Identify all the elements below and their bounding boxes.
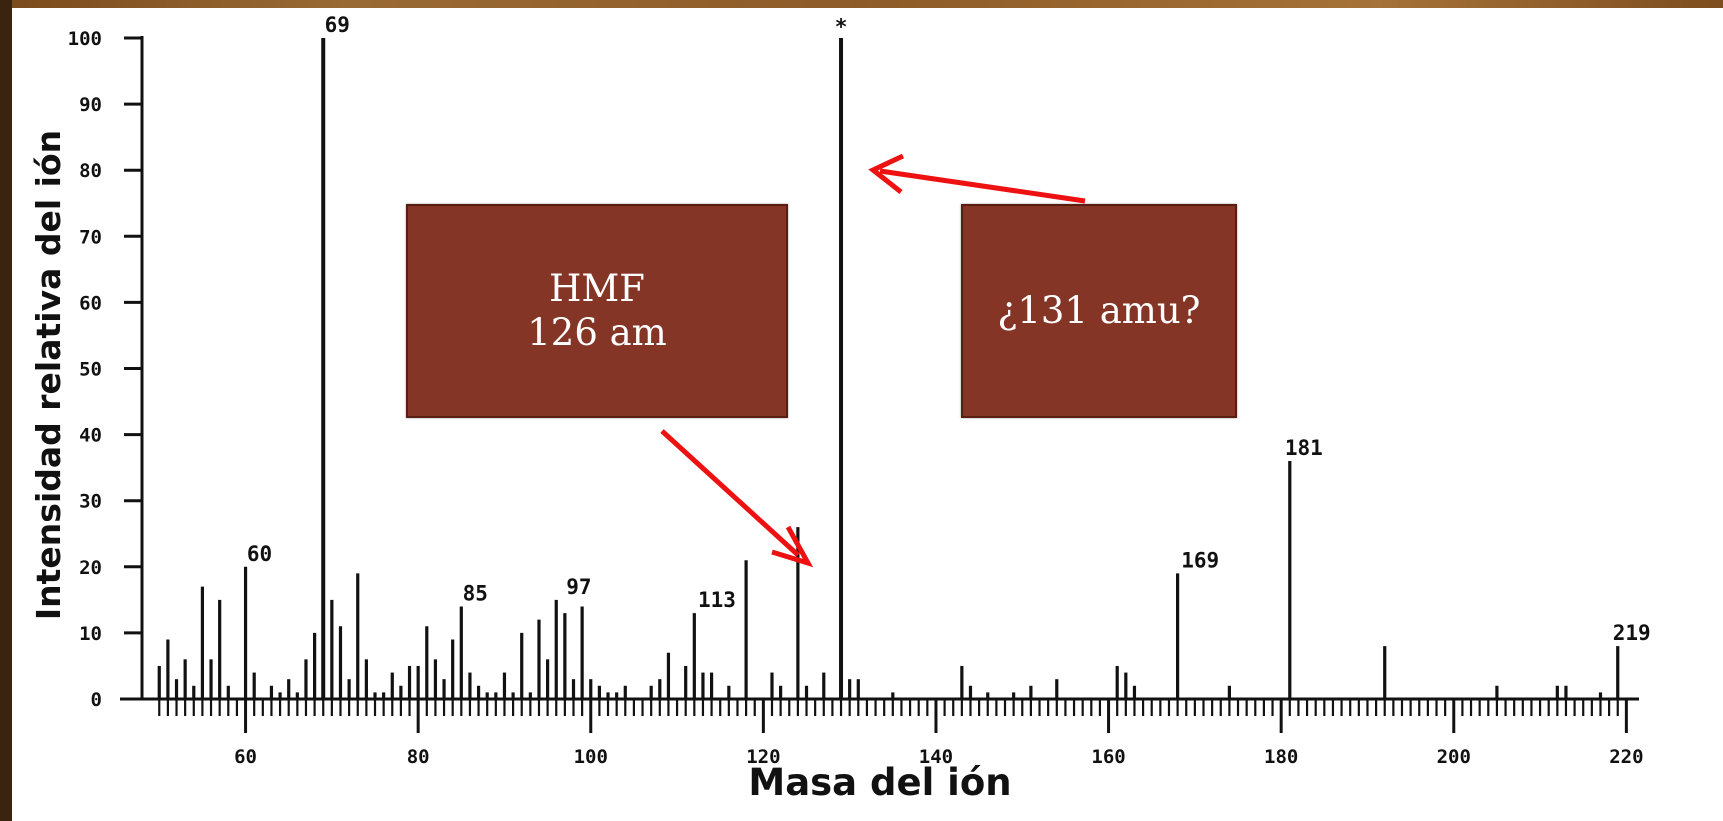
x-tick-label: 160: [1091, 746, 1125, 768]
x-tick-label: 60: [234, 746, 257, 768]
amu-callout-line1: ¿131 amu?: [997, 289, 1201, 332]
x-tick-labels: 60 80 100 120 140 160 180 200 220: [234, 746, 1643, 768]
peak-label: *: [835, 15, 848, 39]
y-tick-label: 10: [79, 623, 102, 645]
y-axis-title: Intensidad relativa del ión: [29, 130, 68, 620]
peak-label: 60: [247, 542, 272, 566]
hmf-callout-line2: 126 am: [527, 311, 667, 354]
slide-left-bar: [0, 0, 12, 821]
peak-label: 97: [566, 575, 591, 599]
y-tick-label: 50: [79, 359, 102, 381]
amu-arrowhead: [868, 153, 905, 194]
y-tick-label: 20: [79, 557, 102, 579]
y-tick-label: 0: [91, 689, 102, 711]
x-tick-label: 220: [1609, 746, 1643, 768]
y-tick-label: 70: [79, 226, 102, 248]
peak-label: 113: [698, 588, 736, 612]
peak-label: 69: [325, 13, 350, 37]
x-tick-label: 180: [1264, 746, 1298, 768]
x-axis-title: Masa del ión: [748, 761, 1011, 804]
axes: [120, 36, 1639, 733]
peak-labels: 60 69 85 97 113 * 169 181 219: [247, 13, 1651, 645]
spectrum-bars: [157, 38, 1620, 699]
y-tick-label: 90: [79, 94, 102, 116]
peak-label: 169: [1181, 548, 1219, 572]
peak-label: 85: [463, 581, 488, 605]
hmf-arrowhead: [771, 525, 814, 568]
hmf-arrow-line: [660, 429, 800, 557]
y-tick-label: 30: [79, 491, 102, 513]
chart-frame: [12, 8, 1723, 821]
x-tick-label: 120: [746, 746, 780, 768]
y-tick-label: 100: [68, 28, 102, 50]
y-tick-labels: 0 10 20 30 40 50 60 70 80 90 100: [68, 28, 102, 711]
x-tick-label: 140: [919, 746, 953, 768]
y-tick-label: 80: [79, 160, 102, 182]
y-tick-label: 60: [79, 292, 102, 314]
amu-callout: ¿131 amu?: [961, 204, 1237, 418]
peak-label: 219: [1613, 621, 1651, 645]
hmf-callout: HMF 126 am: [406, 204, 788, 418]
y-tick-label: 40: [79, 425, 102, 447]
x-tick-label: 200: [1437, 746, 1471, 768]
hmf-callout-line1: HMF: [549, 267, 645, 310]
x-tick-label: 80: [407, 746, 430, 768]
x-tick-label: 100: [574, 746, 608, 768]
amu-arrow-line: [879, 168, 1086, 204]
peak-label: 181: [1285, 436, 1323, 460]
annotation-arrows: [660, 153, 1086, 568]
